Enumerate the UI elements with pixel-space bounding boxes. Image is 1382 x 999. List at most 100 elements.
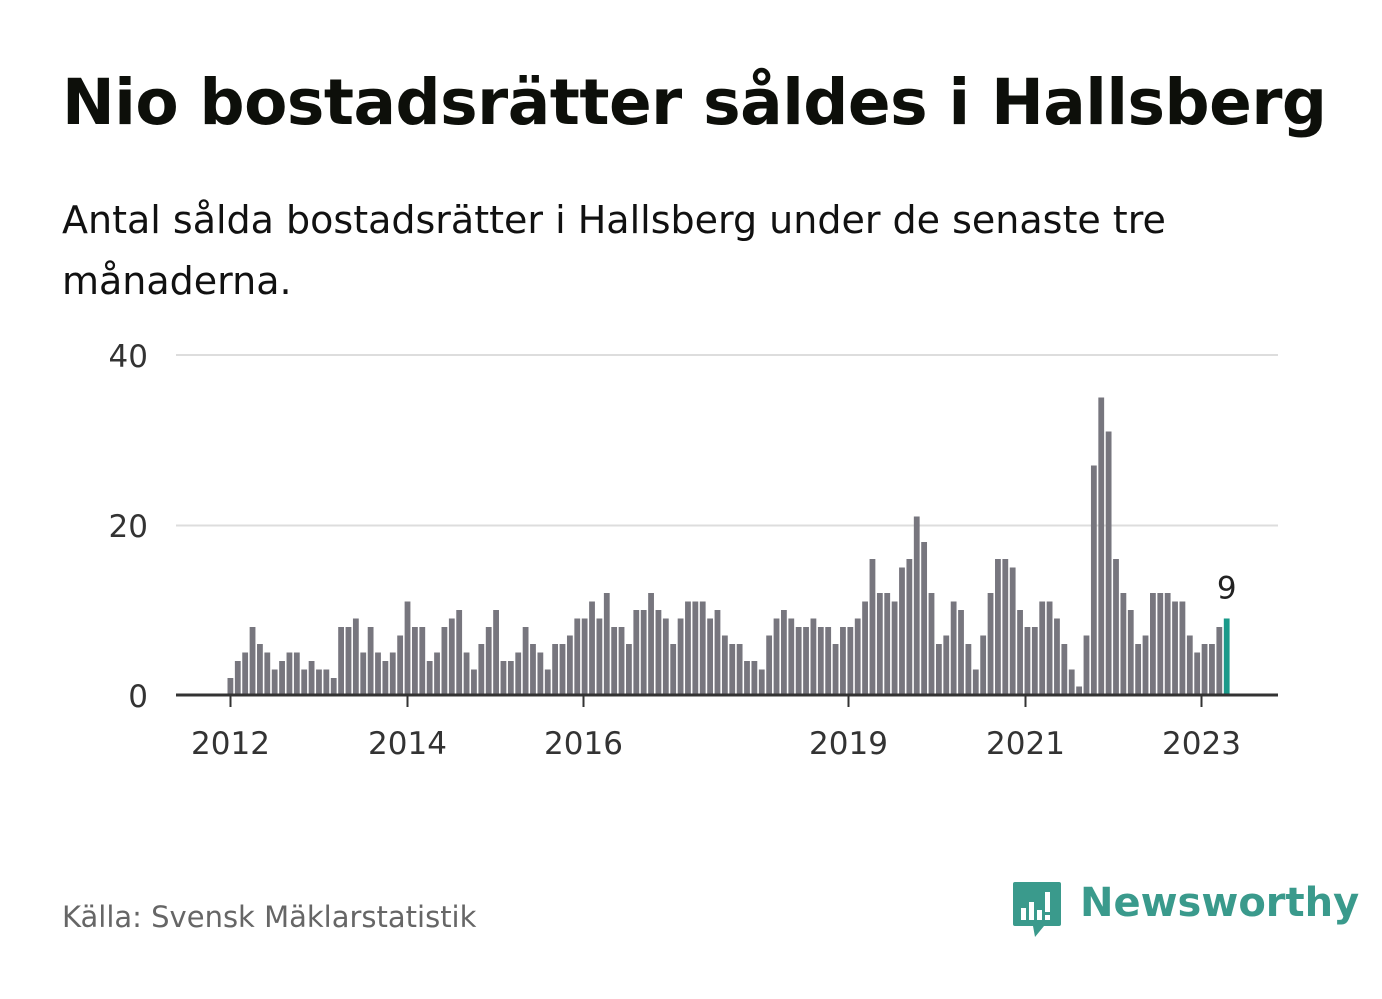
bar (382, 661, 389, 695)
highlight-value-label: 9 (1217, 571, 1237, 607)
bar (1046, 601, 1053, 695)
x-tick-labels: 2012 2014 2016 2019 2021 2023 (191, 726, 1241, 762)
bar (1090, 465, 1097, 695)
bar (257, 644, 263, 695)
bar (478, 644, 485, 695)
bar (869, 559, 876, 695)
x-tick-label: 2021 (986, 726, 1065, 762)
bar (1201, 644, 1208, 695)
bar (633, 610, 640, 695)
bar (412, 627, 418, 695)
bar (854, 618, 861, 695)
bar (1142, 635, 1149, 695)
newsworthy-logo-icon (1013, 882, 1061, 937)
bar (995, 559, 1001, 695)
bar (699, 601, 706, 695)
bar (1054, 618, 1060, 695)
bar (603, 593, 610, 695)
bar (876, 593, 883, 695)
bar (264, 652, 271, 695)
bar (589, 601, 595, 695)
y-tick-label: 0 (128, 679, 148, 715)
bar (1209, 644, 1215, 695)
bar (1135, 644, 1142, 695)
bar (1194, 652, 1201, 695)
x-tick-label: 2014 (368, 726, 447, 762)
bar (471, 669, 477, 695)
bar (714, 610, 721, 695)
bar (352, 618, 359, 695)
bar (677, 618, 684, 695)
bar (921, 542, 928, 695)
bar (522, 627, 529, 695)
bar (537, 652, 544, 695)
bar (906, 559, 913, 695)
bar (729, 644, 736, 695)
bar (463, 652, 470, 695)
bar (817, 627, 824, 695)
bar (662, 618, 669, 695)
bar (559, 644, 566, 695)
bar (766, 635, 773, 695)
bar (1186, 635, 1193, 695)
bar (485, 627, 492, 695)
bar (1076, 686, 1082, 695)
bar (965, 644, 972, 695)
bar (1172, 601, 1178, 695)
bar (574, 618, 581, 695)
bar (1083, 635, 1090, 695)
bar (781, 610, 787, 695)
bar (507, 661, 514, 695)
chart-title: Nio bostadsrätter såldes i Hallsberg (62, 66, 1327, 139)
bar (1105, 431, 1112, 695)
bar (271, 669, 278, 695)
bar (242, 652, 249, 695)
bar (655, 610, 662, 695)
source-note: Källa: Svensk Mäklarstatistik (62, 900, 477, 934)
bar (234, 661, 241, 695)
bar (972, 669, 979, 695)
bar (626, 644, 632, 695)
bar (360, 652, 367, 695)
bar (448, 618, 455, 695)
chart-subtitle: Antal sålda bostadsrätter i Hallsberg un… (62, 198, 1166, 303)
bar (707, 618, 713, 695)
bar (913, 516, 920, 695)
x-tick-label: 2012 (191, 726, 270, 762)
bar (1017, 610, 1023, 695)
bar (935, 644, 942, 695)
bar (249, 627, 256, 695)
bar (950, 601, 957, 695)
bar (515, 652, 522, 695)
y-grid (176, 354, 1278, 527)
x-ticks (229, 695, 1203, 707)
bar (566, 635, 573, 695)
bar (441, 627, 448, 695)
bar (330, 678, 337, 695)
bar (692, 601, 699, 695)
bar (1009, 567, 1016, 695)
bar (736, 644, 743, 695)
bar (810, 618, 817, 695)
bar (987, 593, 994, 695)
bar (640, 610, 647, 695)
bar (980, 635, 987, 695)
bar (1031, 627, 1038, 695)
bar (493, 610, 499, 695)
y-tick-labels: 0 20 40 (109, 339, 148, 715)
bar (847, 627, 854, 695)
bar (758, 669, 765, 695)
bar (279, 661, 285, 695)
bar (1164, 593, 1171, 695)
y-tick-label: 40 (109, 339, 148, 375)
bar (389, 652, 396, 695)
bar (928, 593, 935, 695)
bar (419, 627, 426, 695)
bar (1127, 610, 1134, 695)
bar (530, 644, 536, 695)
bar (721, 635, 728, 695)
brand-name: Newsworthy (1080, 880, 1360, 926)
bar (338, 627, 344, 695)
bar (581, 618, 588, 695)
bar (1039, 601, 1046, 695)
